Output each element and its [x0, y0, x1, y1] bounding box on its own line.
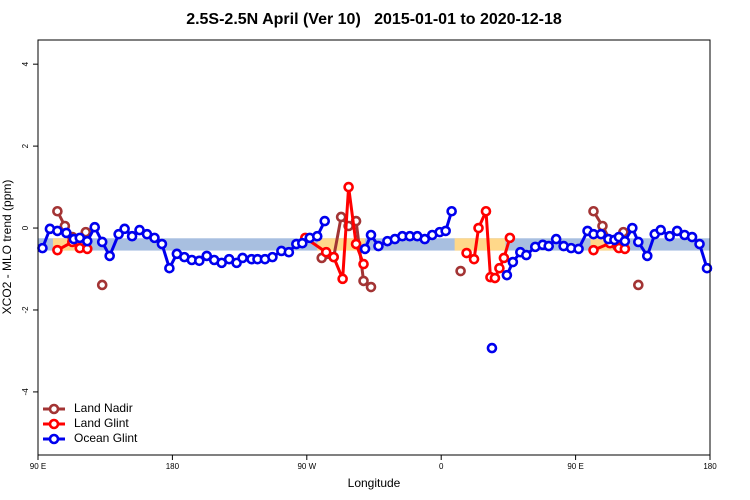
data-point — [550, 233, 562, 245]
data-point — [319, 215, 331, 227]
data-point — [119, 223, 130, 235]
data-point — [297, 237, 308, 249]
data-point — [588, 205, 599, 217]
data-point — [89, 221, 101, 233]
data-point — [543, 240, 555, 252]
legend-marker — [48, 433, 60, 445]
data-point — [489, 272, 501, 284]
data-point — [37, 242, 48, 254]
data-point — [343, 181, 354, 193]
data-point — [164, 262, 175, 274]
data-point — [573, 243, 584, 255]
chart-title: 2.5S-2.5N April (Ver 10) 2015-01-01 to 2… — [186, 11, 562, 28]
data-point — [237, 252, 248, 264]
data-point — [633, 279, 644, 291]
x-tick-label: 90 E — [567, 462, 583, 471]
data-point — [267, 251, 278, 263]
y-tick-label: -2 — [21, 306, 30, 314]
data-point — [627, 222, 638, 234]
data-point — [320, 246, 332, 258]
data-point — [359, 243, 371, 255]
data-point — [156, 238, 168, 250]
data-point — [365, 281, 377, 293]
data-point — [473, 222, 484, 234]
data-point — [597, 220, 608, 232]
data-point — [480, 205, 492, 217]
data-point — [358, 275, 369, 287]
legend-label: Land Nadir — [74, 401, 133, 415]
plot-area — [37, 181, 713, 354]
data-point — [671, 225, 683, 237]
data-point — [81, 235, 93, 247]
data-point — [149, 232, 160, 244]
y-tick-label: -4 — [21, 388, 30, 396]
data-point — [664, 230, 675, 242]
plot-frame — [37, 39, 711, 456]
data-point — [440, 225, 451, 237]
data-point — [461, 247, 472, 259]
data-point — [134, 224, 145, 236]
data-point — [358, 258, 369, 270]
data-point — [655, 224, 667, 236]
x-tick-label: 90 W — [297, 462, 316, 471]
data-point — [468, 253, 480, 265]
x-tick-label: 180 — [166, 462, 180, 471]
data-point — [373, 240, 384, 252]
data-point — [52, 225, 63, 237]
data-point — [335, 211, 347, 223]
y-axis-label: XCO2 - MLO trend (ppm) — [0, 180, 14, 315]
data-point — [633, 236, 644, 248]
legend-label: Ocean Glint — [74, 431, 138, 445]
data-point — [486, 342, 498, 354]
data-point — [52, 205, 63, 217]
data-point — [494, 262, 505, 274]
data-point — [619, 235, 631, 247]
data-point — [126, 230, 138, 242]
x-tick-label: 0 — [439, 462, 444, 471]
data-point — [501, 269, 513, 281]
legend-marker — [48, 403, 60, 415]
data-point — [201, 250, 213, 262]
x-axis-label: Longitude — [348, 476, 401, 490]
data-point — [588, 244, 599, 256]
data-point — [694, 238, 705, 250]
data-point — [504, 232, 516, 244]
data-point — [595, 228, 607, 240]
data-point — [446, 205, 457, 217]
data-point — [337, 273, 348, 285]
data-point — [193, 255, 205, 267]
data-point — [455, 265, 466, 277]
data-point — [701, 262, 713, 274]
legend-label: Land Glint — [74, 416, 129, 430]
data-point — [686, 231, 698, 243]
data-point — [52, 244, 63, 256]
data-point — [365, 229, 377, 241]
data-point — [283, 246, 295, 258]
data-point — [311, 230, 323, 242]
y-tick-label: 0 — [21, 225, 30, 230]
data-point — [328, 251, 339, 263]
data-point — [96, 279, 108, 291]
data-point — [350, 238, 362, 250]
data-point — [521, 249, 532, 261]
y-tick-label: 4 — [21, 61, 30, 66]
y-tick-label: 2 — [21, 143, 30, 148]
band — [454, 238, 506, 251]
x-tick-label: 180 — [703, 462, 717, 471]
legend-marker — [48, 418, 60, 430]
data-point — [61, 227, 72, 239]
data-point — [498, 252, 510, 264]
x-tick-label: 90 E — [30, 462, 46, 471]
data-point — [641, 250, 653, 262]
data-point — [104, 250, 115, 262]
data-point — [507, 256, 519, 268]
data-point — [96, 236, 108, 248]
data-point — [419, 233, 431, 245]
